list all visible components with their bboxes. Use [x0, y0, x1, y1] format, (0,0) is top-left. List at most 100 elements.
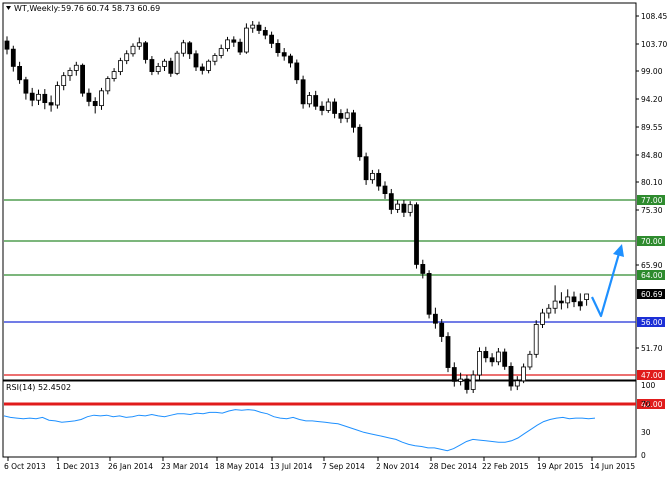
candle-body[interactable]	[426, 273, 432, 315]
candle-body[interactable]	[439, 322, 445, 337]
candle-body[interactable]	[155, 66, 161, 72]
candle-body[interactable]	[571, 296, 577, 303]
main-price-panel[interactable]	[2, 2, 637, 381]
candle-body[interactable]	[376, 172, 382, 187]
candle-body[interactable]	[489, 357, 495, 363]
level-lines[interactable]	[4, 199, 636, 406]
candle-body[interactable]	[527, 353, 533, 368]
candle-body[interactable]	[73, 64, 79, 71]
candle-body[interactable]	[86, 92, 92, 102]
chart-menu-arrow-icon[interactable]	[6, 6, 11, 10]
candle-body[interactable]	[193, 53, 199, 68]
candle-body[interactable]	[23, 79, 29, 94]
candle-body[interactable]	[4, 40, 10, 50]
candle-body[interactable]	[332, 101, 338, 114]
date-axis[interactable]: 6 Oct 2013 1 Dec 2013 26 Jan 2014 23 Mar…	[4, 457, 635, 471]
candle-body[interactable]	[10, 48, 16, 67]
candle-body[interactable]	[445, 336, 451, 368]
candle-body[interactable]	[256, 24, 262, 31]
candle-body[interactable]	[168, 60, 174, 74]
candle-body[interactable]	[187, 42, 193, 55]
forecast-path[interactable]	[591, 249, 622, 318]
candle-body[interactable]	[206, 60, 212, 71]
candle-body[interactable]	[325, 101, 331, 111]
candle-body[interactable]	[243, 27, 249, 53]
candle-body[interactable]	[565, 296, 571, 304]
candle-body[interactable]	[508, 365, 514, 387]
candle-body[interactable]	[521, 366, 526, 382]
candle-body[interactable]	[149, 59, 155, 72]
candle-body[interactable]	[143, 42, 149, 60]
candle-body[interactable]	[306, 95, 312, 105]
candle-body[interactable]	[388, 193, 394, 210]
candle-body[interactable]	[55, 85, 60, 106]
candle-body[interactable]	[344, 112, 350, 119]
candle-body[interactable]	[401, 203, 407, 213]
candle-body[interactable]	[80, 64, 85, 94]
candle-body[interactable]	[162, 60, 167, 67]
candle-body[interactable]	[67, 70, 73, 77]
price-axis[interactable]: 108.45 103.70 99.00 94.20 89.55 84.80 80…	[636, 12, 667, 353]
rsi-panel[interactable]	[2, 380, 637, 458]
candlestick-series[interactable]	[4, 21, 589, 394]
candle-body[interactable]	[464, 378, 470, 390]
candle-body[interactable]	[288, 55, 293, 64]
candle-body[interactable]	[42, 93, 48, 104]
candle-body[interactable]	[218, 48, 224, 56]
candle-body[interactable]	[99, 90, 104, 107]
candle-body[interactable]	[584, 293, 589, 300]
candle-body[interactable]	[559, 300, 564, 304]
candle-body[interactable]	[105, 78, 111, 92]
candle-body[interactable]	[407, 204, 413, 213]
candle-body[interactable]	[199, 66, 205, 71]
candle-body[interactable]	[514, 380, 520, 387]
candle-body[interactable]	[17, 66, 23, 81]
candle-body[interactable]	[231, 39, 237, 43]
candle-body[interactable]	[369, 172, 375, 181]
candle-body[interactable]	[495, 351, 501, 363]
candle-body[interactable]	[180, 42, 186, 54]
candle-body[interactable]	[118, 60, 123, 72]
candle-body[interactable]	[36, 93, 41, 101]
candle-body[interactable]	[577, 301, 583, 307]
candle-body[interactable]	[458, 378, 464, 382]
candle-body[interactable]	[319, 105, 325, 111]
candle-body[interactable]	[275, 43, 281, 54]
candle-body[interactable]	[540, 312, 545, 325]
candle-body[interactable]	[29, 92, 35, 101]
candle-body[interactable]	[420, 264, 426, 274]
candle-body[interactable]	[477, 351, 482, 376]
candle-body[interactable]	[294, 62, 300, 81]
candle-body[interactable]	[395, 203, 401, 210]
candle-body[interactable]	[130, 45, 136, 55]
candle-body[interactable]	[382, 185, 388, 195]
candle-body[interactable]	[414, 204, 419, 265]
candle-body[interactable]	[281, 52, 287, 57]
candle-body[interactable]	[483, 351, 489, 359]
candle-body[interactable]	[250, 24, 256, 29]
candle-body[interactable]	[351, 112, 356, 128]
candle-body[interactable]	[533, 324, 539, 355]
candle-body[interactable]	[313, 95, 319, 107]
candle-body[interactable]	[546, 307, 552, 314]
candle-body[interactable]	[363, 156, 369, 181]
candle-body[interactable]	[225, 39, 230, 49]
candle-body[interactable]	[269, 34, 275, 44]
candle-body[interactable]	[61, 75, 67, 86]
candle-body[interactable]	[552, 300, 558, 309]
candle-body[interactable]	[237, 41, 243, 53]
candle-body[interactable]	[111, 71, 117, 79]
candle-body[interactable]	[432, 313, 438, 324]
candle-body[interactable]	[174, 52, 180, 74]
candle-body[interactable]	[262, 30, 268, 36]
candle-body[interactable]	[357, 126, 363, 158]
candle-body[interactable]	[48, 102, 54, 106]
candle-body[interactable]	[124, 53, 130, 62]
candle-body[interactable]	[470, 374, 476, 390]
candle-body[interactable]	[92, 101, 98, 107]
candle-body[interactable]	[136, 42, 142, 47]
candle-body[interactable]	[212, 55, 218, 62]
candle-body[interactable]	[300, 79, 306, 105]
